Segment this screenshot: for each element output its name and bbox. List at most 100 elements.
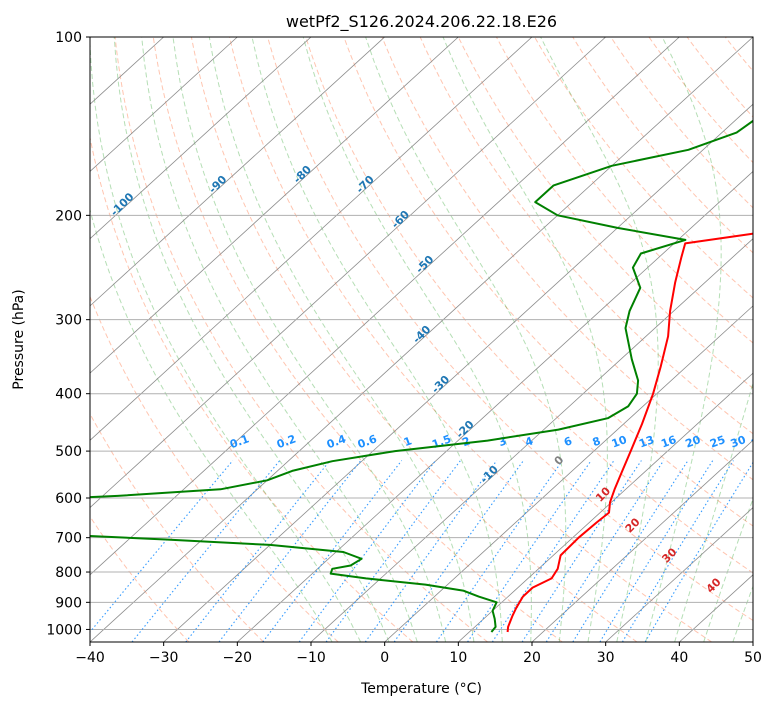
mixing-ratio-line [131,460,281,642]
mixing-ratio-line [621,460,734,642]
moist-adiabat-line [141,37,418,642]
x-tick-label: 50 [744,650,762,666]
temperature-profile [506,232,753,633]
y-tick-label: 300 [55,313,82,329]
moist-adiabat-line [172,37,447,642]
x-tick-label: −20 [223,650,253,666]
x-tick-label: 20 [523,650,541,666]
moist-adiabat-line [113,37,390,642]
dry-adiabat-line [610,37,753,209]
dry-adiabat-line [267,37,753,622]
y-tick-label: 200 [55,208,82,224]
mixing-ratio-label: 0.1 [228,432,251,451]
isotherm-line [90,37,312,240]
isotherm-line [531,439,753,642]
moist-adiabat-line [90,207,333,642]
mixing-ratio-line [491,460,615,642]
x-tick-label: 10 [449,650,467,666]
moist-adiabat-line [674,381,753,642]
y-axis-ticks: 1000 900 800 700 600 500 400 300 200 100 [46,30,90,638]
moist-adiabat-line [645,37,722,642]
mixing-ratio-label: 13 [637,433,656,450]
dry-adiabat-line [381,37,753,481]
mixing-ratio-label: 4 [523,434,535,449]
x-tick-label: 0 [380,650,389,666]
dry-adiabat-line [305,37,753,574]
y-tick-label: 1000 [46,622,82,638]
y-tick-label: 800 [55,565,82,581]
chart-title: wetPf2_S126.2024.206.22.18.E26 [286,12,557,32]
x-axis-label: Temperature (°C) [360,681,482,697]
mixing-ratio-label: 25 [708,433,727,450]
mixing-ratio-line [435,460,563,642]
x-axis-ticks: −40 −30 −20 −10 0 10 20 30 40 50 [75,642,762,666]
moist-adiabat-line [251,37,503,642]
moist-adiabat-line [302,37,532,642]
mixing-ratio-label: 36 [749,433,768,451]
dry-adiabat-line [343,37,753,527]
plot-frame [89,36,754,643]
dry-adiabat-line [190,37,638,642]
dry-adiabat-line [534,37,753,299]
isotherm-line [90,37,459,374]
mixing-ratio-label: 16 [659,433,678,451]
mixing-ratio-line [393,460,524,642]
mixing-ratio-line [298,460,437,642]
moist-adiabat-line [732,585,753,642]
dry-adiabat-line [90,135,414,642]
moist-adiabat-line [703,497,753,642]
dewpoint-profile [90,119,753,633]
dry-adiabat-line [90,295,339,642]
isotherm-line [605,507,753,642]
mixing-ratio-label: 30 [729,433,748,451]
mixing-ratio-label: 6 [562,434,574,449]
y-axis-label: Pressure (hPa) [11,289,27,389]
isotherm-line [90,37,606,509]
mixing-ratio-label: 10 [610,433,629,451]
mixing-ratio-label: 3 [497,434,509,449]
x-tick-label: −10 [296,650,326,666]
isotherm-line [90,37,680,576]
mixing-ratio-label: 20 [684,433,703,451]
mixing-ratio-label: 0.6 [356,432,379,451]
moist-adiabat-line [208,37,475,642]
x-tick-label: −40 [75,650,105,666]
mixing-ratio-line [364,460,498,642]
y-tick-label: 900 [55,595,82,611]
isotherm-line [90,37,238,172]
isotherm-line [90,37,385,307]
x-tick-label: −30 [149,650,179,666]
mixing-ratio-label: 2 [461,434,473,449]
dry-adiabat-line [648,37,753,164]
isotherm-line [384,305,753,642]
data-series [90,119,753,633]
x-tick-label: 40 [670,650,688,666]
mixing-ratio-line [467,460,592,642]
y-tick-label: 400 [55,387,82,403]
isotherm-line [458,372,753,642]
isotherm-line [310,238,753,642]
dry-adiabat-line [495,37,753,344]
mixing-ratio-label: 0.2 [275,432,298,451]
isotherm-line [90,37,533,441]
mixing-ratio-line [325,460,461,642]
isotherm-line [163,103,753,642]
y-tick-label: 600 [55,491,82,507]
y-tick-label: 700 [55,531,82,547]
moist-adiabat-line [365,37,567,642]
moist-adiabat-line [442,37,608,642]
mixing-ratio-label: 1 [402,434,414,449]
y-tick-label: 500 [55,444,82,460]
mixing-ratio-line [521,460,642,642]
mixing-ratio-label: 8 [591,434,603,449]
reference-lines [90,37,753,642]
mixing-ratio-line [644,461,753,642]
dry-adiabat-line [90,515,190,642]
mixing-ratio-label: 0.4 [325,432,348,451]
dry-adiabat-line [457,37,753,389]
y-tick-label: 100 [55,30,82,46]
isotherm-line [237,170,753,642]
x-tick-label: 30 [597,650,615,666]
